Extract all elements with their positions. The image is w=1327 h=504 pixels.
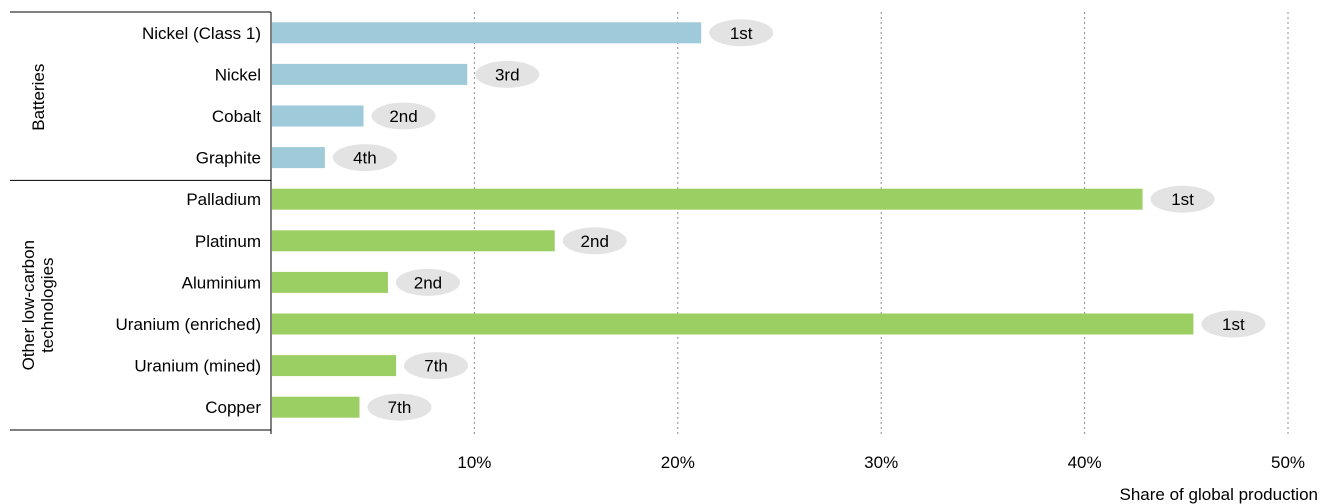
- rank-badge: [475, 60, 540, 88]
- rank-label: 7th: [388, 398, 412, 417]
- rank-badge: [1201, 310, 1266, 338]
- x-tick-label: 40%: [1068, 453, 1102, 472]
- rank-label: 1st: [730, 24, 753, 43]
- group-label-line: Other low-carbon: [19, 240, 38, 370]
- bar: [272, 147, 325, 169]
- rank-label: 2nd: [581, 232, 609, 251]
- rank-label: 1st: [1222, 315, 1245, 334]
- category-label: Aluminium: [182, 273, 261, 292]
- rank-label: 2nd: [389, 107, 417, 126]
- x-tick-label: 50%: [1271, 453, 1305, 472]
- rank-badge: [404, 352, 469, 380]
- x-tick-label: 30%: [864, 453, 898, 472]
- rank-badge: [371, 102, 436, 130]
- bar: [272, 22, 702, 44]
- rank-label: 4th: [353, 149, 377, 168]
- rank-badge: [709, 19, 774, 47]
- bar: [272, 355, 397, 377]
- category-label: Cobalt: [212, 107, 261, 126]
- category-label: Nickel: [215, 65, 261, 84]
- rank-label: 2nd: [414, 273, 442, 292]
- x-tick-label: 20%: [661, 453, 695, 472]
- rank-label: 1st: [1171, 190, 1194, 209]
- rank-badge: [367, 393, 432, 421]
- rank-label: 7th: [424, 357, 448, 376]
- group-label: Other low-carbontechnologies: [19, 240, 57, 370]
- rank-label: 3rd: [495, 65, 520, 84]
- category-label: Uranium (mined): [134, 357, 261, 376]
- bar: [272, 105, 364, 127]
- bar: [272, 230, 555, 252]
- category-label: Copper: [205, 398, 261, 417]
- category-label: Palladium: [186, 190, 261, 209]
- category-label: Platinum: [195, 232, 261, 251]
- x-axis-title: Share of global production: [1120, 485, 1318, 504]
- category-label: Graphite: [196, 149, 261, 168]
- group-label-line: technologies: [38, 257, 57, 352]
- bar: [272, 271, 388, 293]
- rank-badge: [1150, 185, 1215, 213]
- rank-badge: [562, 227, 627, 255]
- category-label: Uranium (enriched): [116, 315, 262, 334]
- group-label: Batteries: [29, 64, 48, 131]
- bar: [272, 396, 360, 418]
- bar: [272, 188, 1143, 210]
- rank-badge: [395, 268, 460, 296]
- bar: [272, 63, 468, 85]
- group-label-line: Batteries: [29, 64, 48, 131]
- x-tick-label: 10%: [457, 453, 491, 472]
- rank-badge: [332, 144, 397, 172]
- bar: [272, 313, 1194, 335]
- category-label: Nickel (Class 1): [142, 24, 261, 43]
